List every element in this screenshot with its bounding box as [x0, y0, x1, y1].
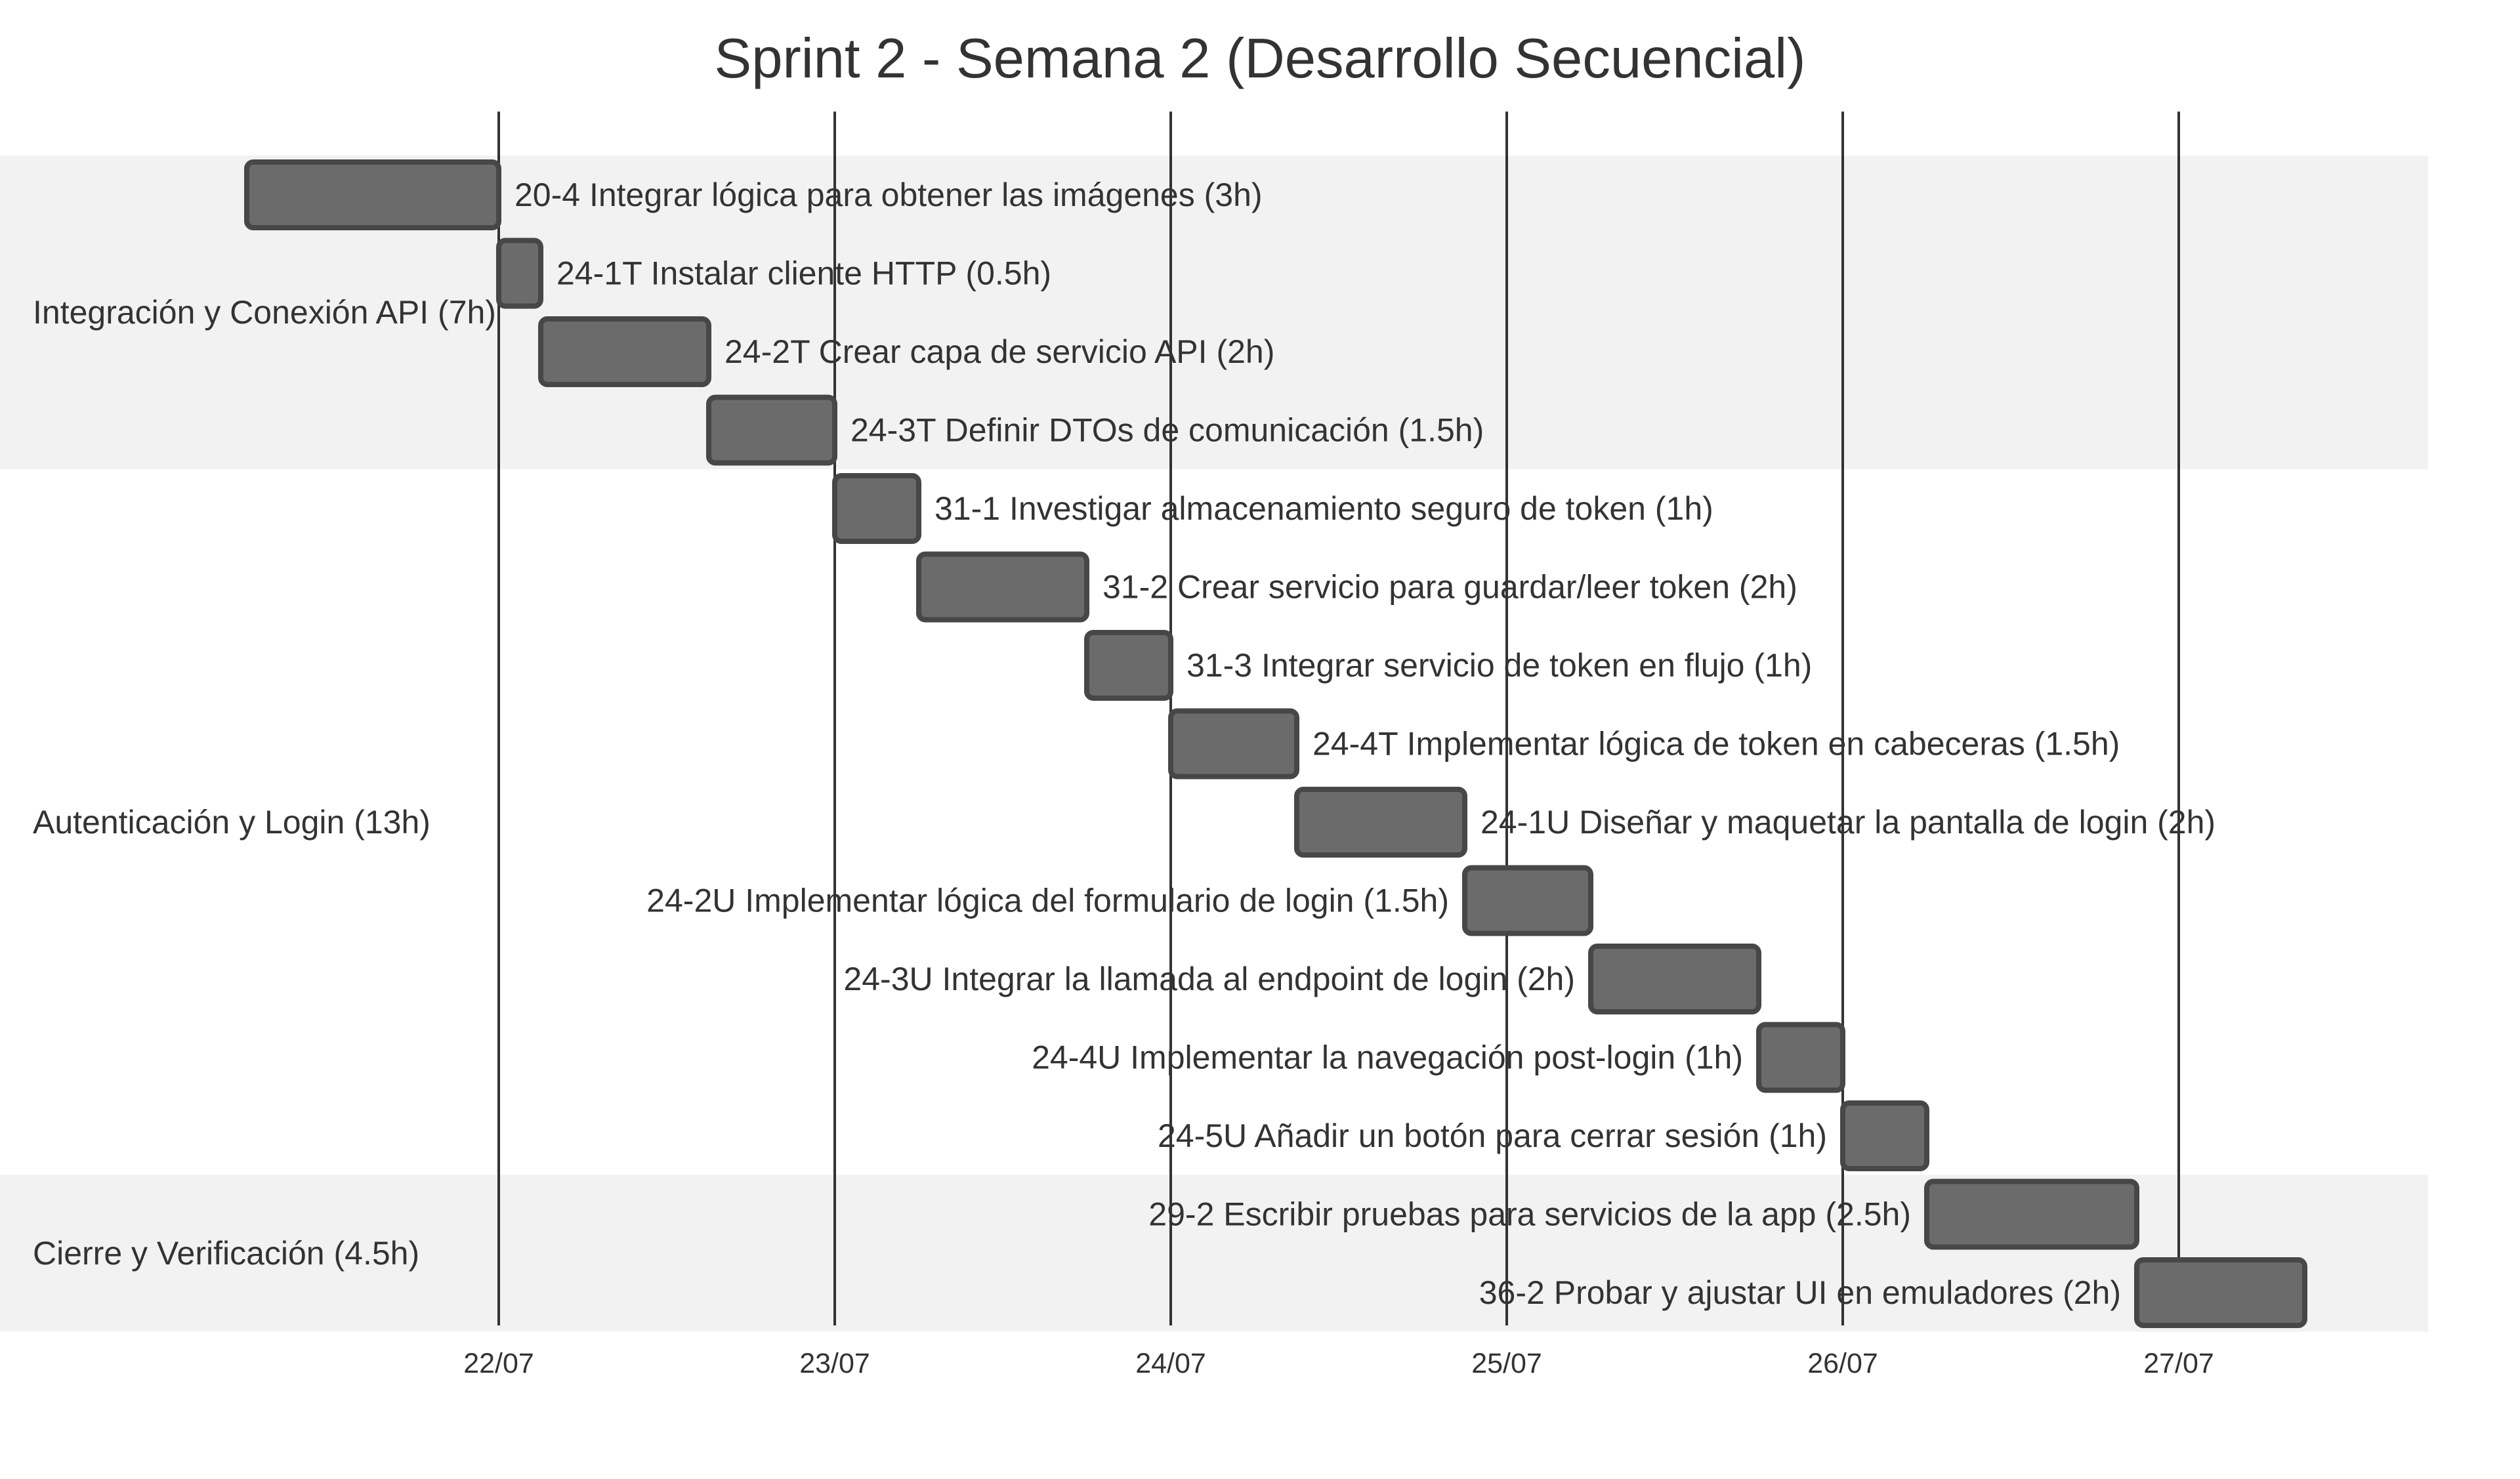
task-label: 24-2T Crear capa de servicio API (2h): [724, 333, 1274, 370]
task-bar: [1168, 708, 1299, 780]
task-bar: [706, 394, 837, 466]
section-labels: Integración y Conexión API (7h) Autentica…: [33, 294, 496, 1272]
x-tick-label: 22/07: [463, 1348, 534, 1379]
task-label: 29-2 Escribir pruebas para servicios de …: [1148, 1196, 1911, 1233]
task-bar: [2134, 1257, 2307, 1328]
task-label: 24-1T Instalar cliente HTTP (0.5h): [556, 255, 1051, 292]
task-label: 20-4 Integrar lógica para obtener las im…: [514, 177, 1263, 213]
task-label: 24-2U Implementar lógica del formulario …: [646, 883, 1449, 919]
task-label: 24-4U Implementar la navegación post-log…: [1032, 1039, 1743, 1076]
task-bar: [1294, 787, 1467, 858]
x-tick-label: 23/07: [799, 1348, 870, 1379]
task-label: 36-2 Probar y ajustar UI en emuladores (…: [1479, 1274, 2121, 1311]
task-bar: [1924, 1178, 2139, 1250]
task-bar: [538, 316, 711, 387]
task-bar: [1756, 1022, 1845, 1093]
task-label: 31-3 Integrar servicio de token en flujo…: [1186, 647, 1812, 684]
task-bar: [496, 238, 543, 309]
task-label: 24-5U Añadir un botón para cerrar sesión…: [1158, 1117, 1827, 1154]
task-label: 24-4T Implementar lógica de token en cab…: [1312, 726, 2120, 762]
task-label: 24-3T Definir DTOs de comunicación (1.5h…: [850, 412, 1484, 449]
task-bar: [1084, 630, 1173, 701]
x-tick-label: 26/07: [1807, 1348, 1878, 1379]
x-tick-label: 27/07: [2143, 1348, 2214, 1379]
task-label: 24-3U Integrar la llamada al endpoint de…: [843, 961, 1575, 997]
task-bar: [244, 159, 501, 230]
x-axis-ticks: 22/07 23/07 24/07 25/07 26/07 27/07: [463, 1348, 2214, 1379]
task-bar: [1462, 865, 1593, 936]
chart-title: Sprint 2 - Semana 2 (Desarrollo Secuenci…: [715, 28, 1806, 90]
task-label: 31-1 Investigar almacenamiento seguro de…: [934, 490, 1713, 527]
task-bar: [1840, 1100, 1929, 1171]
task-bars: 20-4 Integrar lógica para obtener las im…: [244, 159, 2307, 1328]
section-label: Integración y Conexión API (7h): [33, 294, 496, 331]
x-tick-label: 25/07: [1471, 1348, 1542, 1379]
task-label: 31-2 Crear servicio para guardar/leer to…: [1102, 569, 1797, 606]
task-bar: [916, 551, 1089, 623]
x-tick-label: 24/07: [1135, 1348, 1206, 1379]
section-label: Cierre y Verificación (4.5h): [33, 1235, 419, 1272]
task-label: 24-1U Diseñar y maquetar la pantalla de …: [1480, 804, 2216, 841]
task-bar: [1588, 944, 1761, 1014]
task-bar: [832, 473, 921, 544]
section-label: Autenticación y Login (13h): [33, 804, 430, 841]
